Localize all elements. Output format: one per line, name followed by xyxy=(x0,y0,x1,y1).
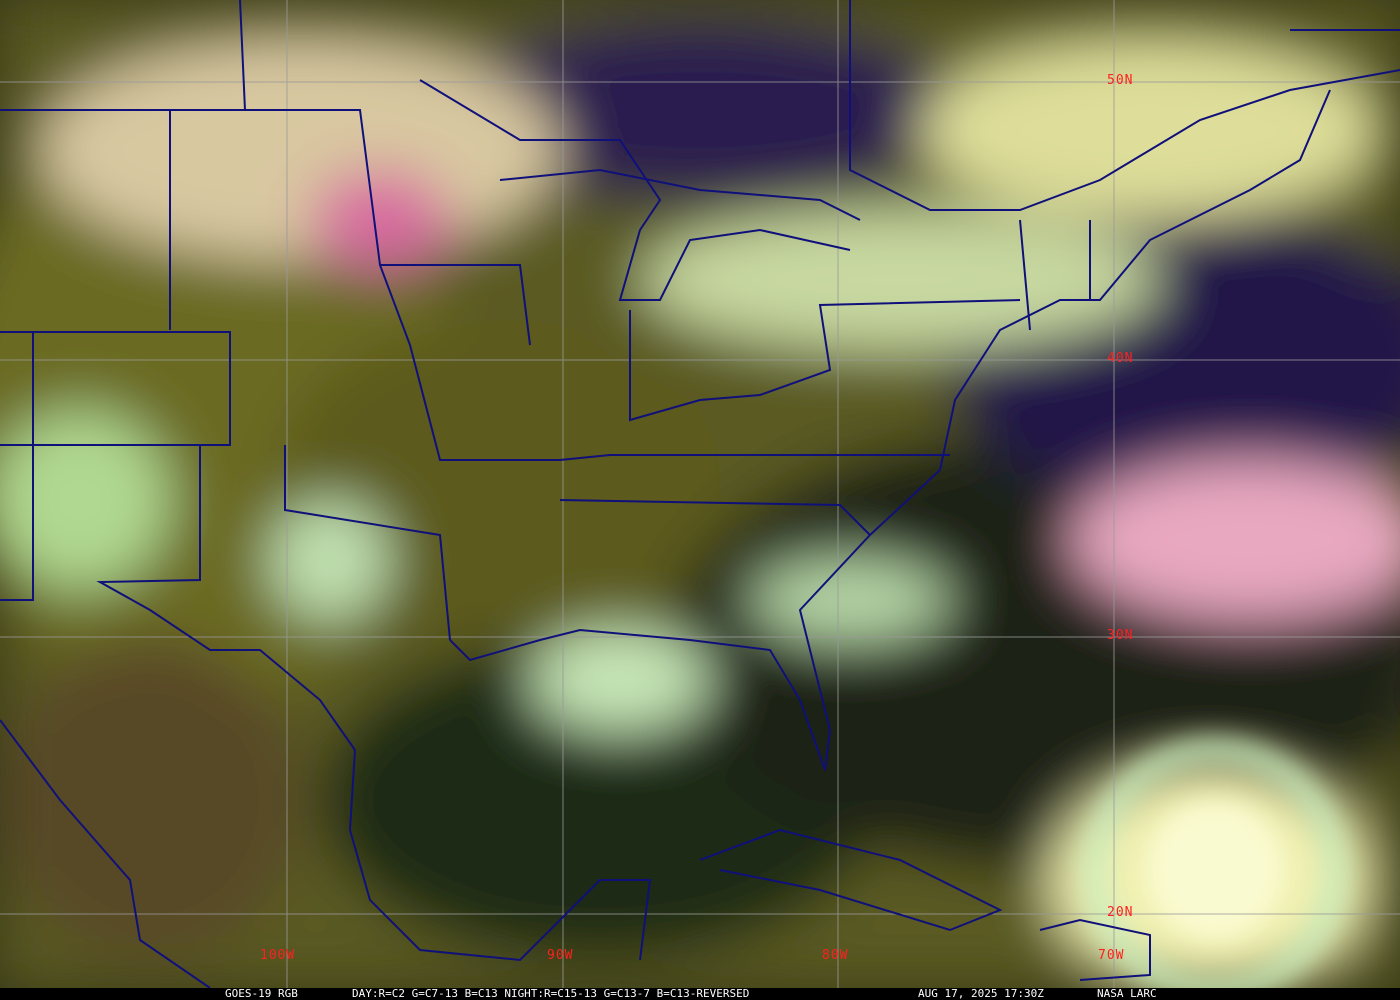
caption-product: GOES-19 RGB xyxy=(225,987,298,1000)
longitude-label-70w: 70W xyxy=(1098,948,1125,963)
hurricane xyxy=(1082,737,1348,988)
longitude-label-80w: 80W xyxy=(822,948,849,963)
latitude-label-30n: 30N xyxy=(1107,628,1134,643)
caption-bar: GOES-19 RGB DAY:R=C2 G=C7-13 B=C13 NIGHT… xyxy=(0,988,1400,1000)
latitude-label-40n: 40N xyxy=(1107,351,1134,366)
latitude-label-50n: 50N xyxy=(1107,73,1134,88)
caption-recipe: DAY:R=C2 G=C7-13 B=C13 NIGHT:R=C15-13 G=… xyxy=(352,987,750,1000)
caption-timestamp: AUG 17, 2025 17:30Z xyxy=(918,987,1044,1000)
caption-source: NASA LARC xyxy=(1097,987,1157,1000)
longitude-label-90w: 90W xyxy=(547,948,574,963)
latitude-label-20n: 20N xyxy=(1107,905,1134,920)
longitude-label-100w: 100W xyxy=(260,948,296,963)
